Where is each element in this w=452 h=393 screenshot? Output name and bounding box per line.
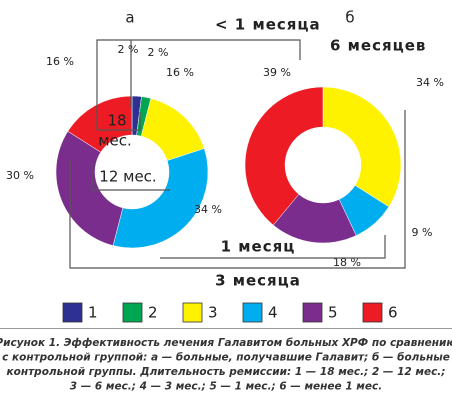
annotation: 3 месяца	[215, 272, 301, 290]
connector	[97, 112, 141, 131]
caption-line: с контрольной группой: а — больные, полу…	[2, 352, 450, 364]
legend-swatch	[302, 302, 323, 323]
connector	[160, 235, 386, 259]
annotation: мес.	[98, 132, 132, 150]
legend-label: 3	[208, 304, 218, 322]
chart-label: б	[345, 9, 354, 27]
donut-segment	[67, 95, 133, 153]
legend-swatch	[62, 302, 83, 323]
caption-line: 3 — 6 мес.; 4 — 3 мес.; 5 — 1 мес.; 6 — …	[70, 381, 382, 393]
legend-swatch	[122, 302, 143, 323]
legend-label: 6	[388, 304, 398, 322]
connector	[69, 110, 406, 269]
donut-segment	[322, 86, 402, 208]
chart-label: а	[125, 9, 134, 27]
annotation: 18	[107, 112, 126, 130]
donut-segment	[55, 130, 124, 246]
legend-swatch	[362, 302, 383, 323]
donut-segment	[140, 98, 205, 161]
annotation: 12 мес.	[99, 168, 156, 186]
value-label: 30 %	[6, 169, 34, 182]
connector	[96, 39, 301, 130]
donut-segment	[112, 148, 209, 249]
annotation: 6 месяцев	[330, 37, 426, 55]
value-label: 18 %	[333, 256, 361, 269]
legend-swatch	[182, 302, 203, 323]
legend-swatch	[242, 302, 263, 323]
value-label: 9 %	[412, 226, 433, 239]
legend-label: 4	[268, 304, 278, 322]
value-label: 34 %	[416, 76, 444, 89]
connector	[91, 162, 170, 191]
value-label: 34 %	[194, 203, 222, 216]
value-label: 39 %	[263, 66, 291, 79]
value-label: 2 %	[118, 43, 139, 56]
legend-label: 5	[328, 304, 338, 322]
caption-line: контрольной группы. Длительность ремисси…	[7, 366, 446, 378]
annotation: 1 месяц	[221, 238, 296, 256]
annotation: < 1 месяца	[215, 16, 321, 34]
connector-lines	[69, 39, 406, 269]
value-label: 2 %	[148, 46, 169, 59]
value-label: 16 %	[166, 66, 194, 79]
donut-segment	[244, 86, 324, 226]
legend-label: 2	[148, 304, 158, 322]
legend-label: 1	[88, 304, 98, 322]
caption-line: Рисунок 1. Эффективность лечения Галавит…	[0, 337, 452, 349]
separator	[0, 328, 452, 329]
value-label: 16 %	[46, 55, 74, 68]
